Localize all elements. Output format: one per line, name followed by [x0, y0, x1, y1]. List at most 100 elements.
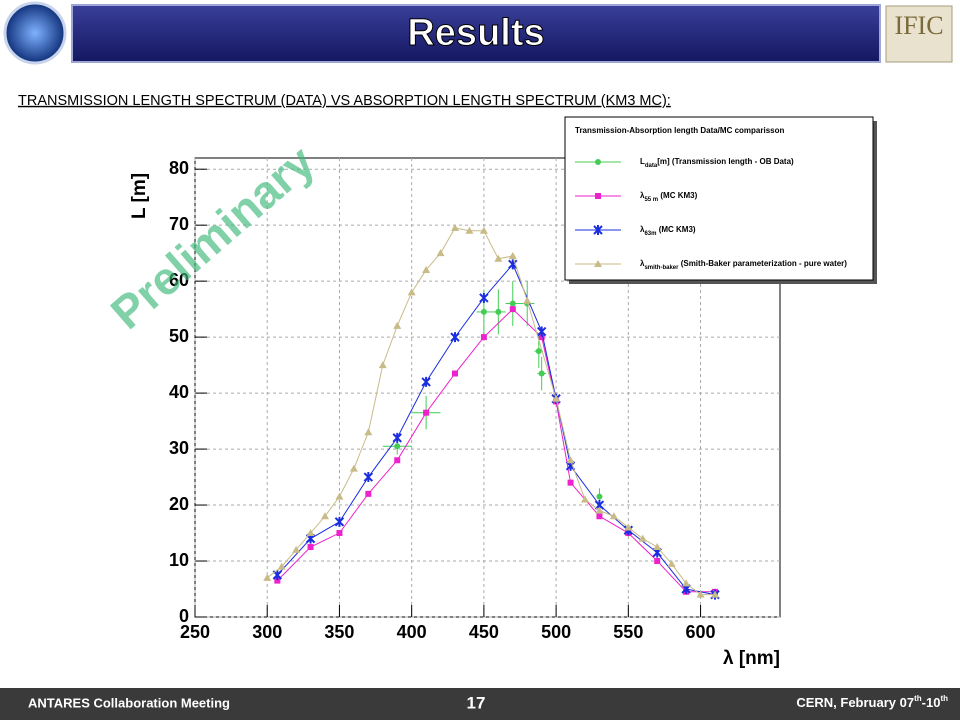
legend: [564, 116, 874, 281]
legend-label: λsmith-baker (Smith-Baker parameterizati…: [640, 259, 847, 270]
marker: [479, 292, 489, 303]
x-axis-label: λ [nm]: [723, 648, 780, 669]
y-tick-label: 80: [169, 158, 189, 178]
marker: [508, 251, 517, 259]
marker: [336, 530, 343, 537]
title-bar: [71, 4, 881, 63]
subtitle: TRANSMISSION LENGTH SPECTRUM (DATA) VS A…: [18, 93, 671, 109]
marker: [593, 225, 603, 235]
y-tick-label: 30: [169, 438, 189, 458]
legend-label-rest: (Smith-Baker parameterization - pure wat…: [678, 259, 847, 268]
marker: [321, 512, 329, 520]
footer-right-sup: th: [914, 694, 922, 703]
marker: [495, 308, 502, 315]
marker: [509, 300, 516, 307]
marker: [365, 490, 372, 497]
marker: [364, 428, 373, 436]
x-tick-label: 600: [686, 622, 716, 642]
marker: [263, 573, 272, 581]
legend-label: λ63m (MC KM3): [640, 225, 696, 236]
right-logo: [885, 5, 953, 63]
marker: [407, 288, 416, 296]
marker: [292, 545, 301, 553]
marker: [552, 394, 561, 402]
marker: [711, 590, 719, 598]
right-logo-text: IFIC: [894, 11, 943, 40]
marker: [535, 348, 542, 355]
marker: [654, 558, 661, 565]
x-tick-label: 400: [397, 622, 427, 642]
left-logo: [3, 1, 67, 65]
marker: [422, 265, 431, 273]
y-tick-label: 40: [169, 382, 189, 402]
legend-label-main: λ: [640, 191, 645, 200]
marker: [349, 464, 358, 472]
marker: [394, 457, 401, 464]
legend-label-sub: 63m: [644, 231, 656, 237]
y-tick-label: 50: [169, 326, 189, 346]
marker: [509, 306, 516, 313]
marker: [508, 259, 518, 270]
marker: [452, 370, 458, 377]
footer-right-part: -10: [922, 695, 941, 710]
marker: [423, 409, 430, 416]
marker: [595, 159, 601, 165]
marker: [667, 559, 676, 567]
x-tick-label: 450: [469, 622, 499, 642]
marker: [480, 334, 487, 341]
legend-label-main: L: [640, 157, 645, 166]
marker: [363, 472, 374, 483]
legend-label-main: λ: [640, 259, 645, 268]
x-tick-label: 550: [613, 622, 643, 642]
y-axis-label: L [m]: [129, 173, 150, 219]
y-tick-label: 10: [169, 550, 189, 570]
marker: [436, 249, 445, 257]
x-tick-label: 350: [324, 622, 354, 642]
marker: [335, 492, 344, 500]
legend-label-rest: [m] (Transmission length - OB Data): [657, 157, 794, 166]
x-tick-label: 250: [180, 622, 210, 642]
footer-right: CERN, February 07th-10th: [796, 694, 948, 710]
legend-label-sub: data: [645, 163, 658, 169]
footer-left: ANTARES Collaboration Meeting: [28, 695, 230, 710]
marker: [334, 516, 345, 527]
legend-label: λ55 m (MC KM3): [640, 191, 698, 202]
marker: [566, 456, 575, 464]
marker: [421, 376, 431, 387]
marker: [638, 534, 647, 542]
marker: [523, 296, 532, 304]
marker: [307, 544, 314, 551]
marker: [581, 495, 589, 503]
marker: [536, 326, 547, 337]
marker: [479, 226, 488, 234]
footer-right-part: CERN, February 07: [796, 695, 914, 710]
x-tick-label: 500: [541, 622, 571, 642]
marker: [596, 513, 603, 520]
marker: [274, 577, 281, 584]
marker: [696, 590, 705, 598]
legend-label-main: λ: [640, 225, 645, 234]
marker: [682, 579, 691, 587]
legend-title: Transmission-Absorption length Data/MC c…: [575, 126, 784, 135]
legend-label-sub: 55 m: [644, 197, 658, 203]
marker: [609, 512, 618, 520]
marker: [538, 370, 545, 377]
marker: [394, 443, 401, 450]
footer-right-sup: th: [940, 694, 948, 703]
y-tick-label: 20: [169, 494, 189, 514]
legend-label-sub: smith-baker: [644, 265, 679, 271]
marker: [594, 260, 602, 267]
marker: [567, 479, 574, 486]
marker: [653, 543, 662, 551]
page-number: 17: [467, 693, 486, 712]
marker: [277, 562, 286, 570]
marker: [538, 334, 545, 341]
marker: [306, 529, 315, 537]
x-tick-label: 300: [252, 622, 282, 642]
marker: [596, 493, 603, 500]
footer-bar: [0, 688, 960, 720]
marker: [378, 361, 387, 369]
slide-title: Results: [407, 12, 544, 54]
marker: [624, 523, 633, 531]
marker: [465, 226, 474, 234]
